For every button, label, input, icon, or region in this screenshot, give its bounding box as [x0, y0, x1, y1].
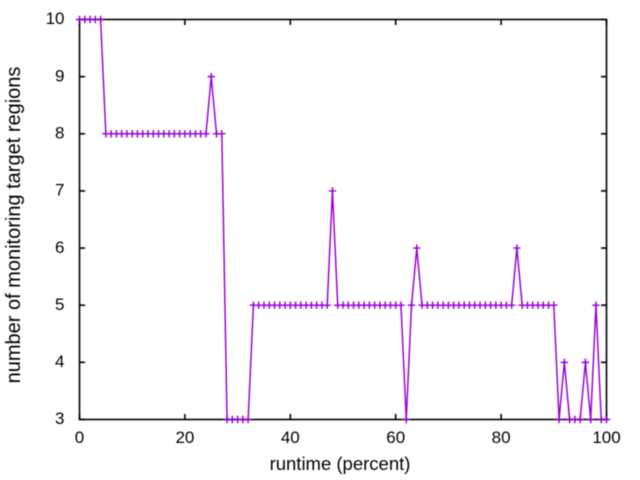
svg-text:number of monitoring target re: number of monitoring target regions — [3, 67, 25, 384]
svg-text:6: 6 — [55, 238, 64, 257]
svg-text:100: 100 — [592, 428, 620, 447]
svg-text:4: 4 — [55, 352, 64, 371]
svg-text:80: 80 — [492, 428, 511, 447]
svg-text:8: 8 — [55, 123, 64, 142]
svg-text:60: 60 — [386, 428, 405, 447]
svg-text:3: 3 — [55, 409, 64, 428]
svg-text:5: 5 — [55, 295, 64, 314]
svg-text:20: 20 — [175, 428, 194, 447]
svg-text:0: 0 — [75, 428, 84, 447]
svg-text:10: 10 — [46, 9, 65, 28]
svg-text:runtime (percent): runtime (percent) — [270, 453, 411, 474]
svg-text:9: 9 — [55, 66, 64, 85]
svg-text:40: 40 — [281, 428, 300, 447]
svg-text:7: 7 — [55, 181, 64, 200]
